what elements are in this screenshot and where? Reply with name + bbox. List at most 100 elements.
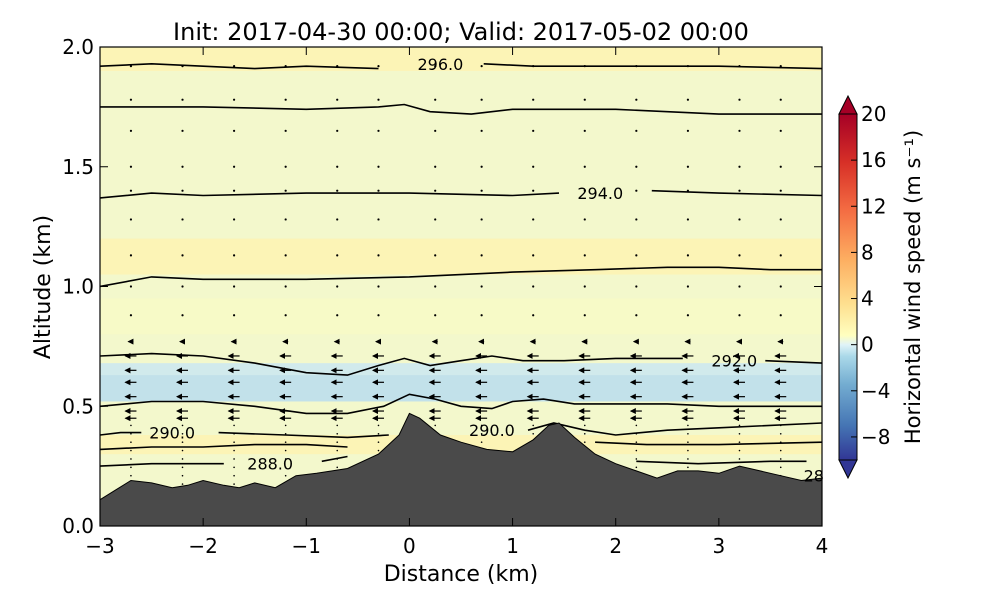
wind-dot	[583, 441, 586, 443]
wind-dot	[532, 254, 535, 257]
wind-dot	[377, 441, 380, 443]
wind-dot	[686, 129, 690, 132]
wind-dot	[181, 129, 184, 132]
wind-dot	[233, 441, 235, 443]
wind-dot	[336, 65, 339, 68]
wind-dot	[181, 424, 184, 427]
wind-dot	[377, 129, 380, 132]
wind-dot	[181, 466, 184, 469]
colorbar-tick-label: −4	[861, 379, 890, 403]
wind-dot	[779, 458, 782, 460]
wind-dot	[635, 458, 638, 460]
contour-line	[100, 462, 224, 467]
wind-dot	[480, 98, 483, 101]
wind-dot	[738, 458, 741, 460]
x-tick-label: −3	[85, 534, 114, 558]
wind-dot	[532, 314, 535, 317]
wind-dot	[738, 285, 741, 288]
wind-dot	[129, 129, 133, 132]
wind-dot	[284, 285, 287, 288]
shading-band	[100, 238, 822, 275]
wind-dot	[377, 189, 380, 192]
wind-dot	[635, 129, 638, 132]
wind-dot	[686, 254, 690, 257]
wind-dot	[181, 285, 184, 288]
contour-labels: 296.0 294.0 292.0 290.0 290.0 288.0 28	[149, 55, 824, 486]
shading-band	[100, 47, 822, 71]
wind-dot	[738, 165, 741, 168]
wind-dot	[686, 314, 690, 317]
contour-label: 292.0	[711, 352, 757, 371]
wind-dot	[129, 98, 133, 101]
wind-dot	[779, 98, 782, 101]
wind-dot	[130, 432, 132, 435]
wind-dot	[532, 424, 534, 427]
wind-dot	[284, 449, 287, 452]
wind-dot	[181, 458, 184, 460]
wind-dot	[686, 65, 690, 68]
wind-dot	[583, 65, 586, 68]
wind-dot	[779, 285, 782, 288]
chart-title: Init: 2017-04-30 00:00; Valid: 2017-05-0…	[173, 18, 749, 46]
wind-dot	[130, 424, 132, 427]
wind-dot	[532, 98, 535, 101]
colorbar-tick-label: 12	[861, 194, 886, 218]
contour-label: 290.0	[469, 421, 515, 440]
contour-line	[636, 460, 807, 465]
wind-dot	[738, 254, 741, 257]
wind-dot	[284, 474, 287, 477]
wind-dot	[129, 165, 133, 168]
wind-dot	[635, 218, 638, 221]
wind-dot	[284, 218, 287, 221]
colorbar-tick-label: −8	[861, 425, 890, 449]
x-axis-ticks: −3 −2 −1 0 1 2 3 4	[85, 47, 828, 558]
colorbar-tick-label: 0	[861, 333, 874, 357]
wind-dot	[635, 441, 638, 443]
wind-dot	[434, 424, 437, 427]
wind-dot	[738, 189, 741, 192]
wind-dot	[232, 314, 236, 317]
wind-dot	[480, 285, 483, 288]
wind-dot	[181, 483, 184, 485]
wind-dot	[233, 432, 235, 435]
wind-dot	[336, 432, 339, 435]
wind-dot	[434, 98, 437, 101]
wind-dot	[336, 129, 339, 132]
wind-dot	[583, 314, 586, 317]
wind-dot	[232, 98, 236, 101]
wind-dot	[232, 65, 236, 68]
wind-dot	[480, 65, 483, 68]
wind-dot	[635, 449, 638, 452]
wind-dot	[480, 218, 483, 221]
wind-dot	[129, 65, 133, 68]
wind-dot	[687, 424, 689, 427]
y-axis-label: Altitude (km)	[31, 215, 56, 359]
wind-dot	[284, 314, 287, 317]
wind-dot	[480, 432, 483, 435]
wind-dot	[687, 441, 689, 443]
wind-dot	[181, 98, 184, 101]
wind-dot	[686, 189, 690, 192]
contour-line	[100, 62, 379, 70]
wind-dot	[635, 254, 638, 257]
colorbar-tick-label: 4	[861, 287, 874, 311]
wind-dot	[738, 449, 741, 452]
wind-dot	[181, 449, 184, 452]
wind-dot	[738, 98, 741, 101]
wind-dot	[635, 165, 638, 168]
wind-dot	[377, 65, 380, 68]
wind-dot	[583, 424, 586, 427]
wind-dot	[336, 254, 339, 257]
contour-line	[100, 431, 142, 436]
wind-dot	[635, 424, 638, 427]
x-tick-label: 1	[506, 534, 519, 558]
wind-dot	[779, 254, 782, 257]
wind-dot	[686, 285, 690, 288]
wind-dot	[434, 254, 437, 257]
wind-dot	[284, 458, 287, 460]
wind-dot	[434, 314, 437, 317]
contour-line	[100, 352, 683, 376]
wind-dot	[738, 432, 741, 435]
x-tick-label: −1	[292, 534, 321, 558]
wind-dot	[779, 432, 782, 435]
